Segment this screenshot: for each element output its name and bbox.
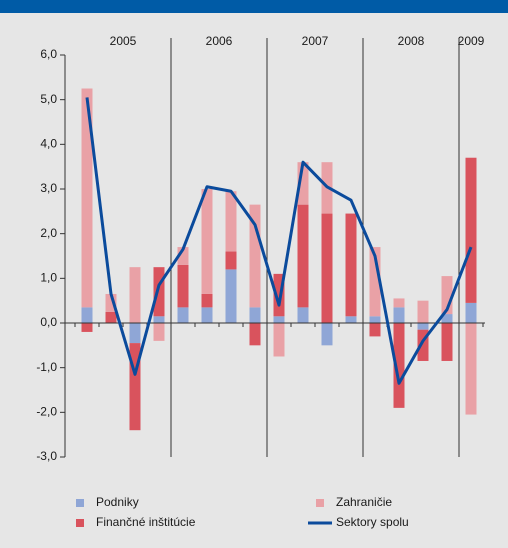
bar: [465, 323, 477, 415]
bar: [297, 162, 309, 205]
bar: [297, 204, 309, 308]
bar: [273, 323, 285, 357]
bar: [321, 323, 333, 346]
bar: [273, 273, 285, 317]
bar: [369, 316, 381, 323]
bar: [249, 204, 261, 308]
legend-swatch: [316, 499, 324, 507]
bar: [81, 88, 93, 308]
legend-swatch: [76, 519, 84, 527]
bar: [105, 311, 117, 323]
header-bar: [0, 0, 508, 13]
bar: [393, 307, 405, 323]
bar: [465, 302, 477, 323]
bar: [345, 316, 357, 323]
bar: [177, 307, 189, 323]
bar: [465, 157, 477, 303]
bar: [417, 300, 429, 323]
y-tick-label: 6,0: [40, 47, 57, 61]
bar: [441, 323, 453, 361]
bar: [369, 323, 381, 337]
legend-label: Podniky: [96, 495, 139, 509]
bar: [345, 213, 357, 317]
bar: [129, 343, 141, 431]
bar: [177, 264, 189, 308]
legend-label: Zahraničie: [336, 495, 392, 509]
bar: [321, 213, 333, 323]
line: [85, 97, 473, 385]
bar: [201, 189, 213, 294]
bar: [273, 316, 285, 323]
y-tick-label: -1,0: [36, 360, 57, 374]
bar: [393, 323, 405, 408]
bar: [393, 298, 405, 308]
bar: [441, 314, 453, 323]
bar: [177, 247, 189, 265]
y-tick-label: 2,0: [40, 226, 57, 240]
bar: [153, 316, 165, 323]
bar: [369, 247, 381, 317]
bar: [417, 329, 429, 361]
legend-label: Finančné inštitúcie: [96, 515, 196, 529]
y-tick-label: -3,0: [36, 449, 57, 463]
bar: [129, 323, 141, 344]
legend-label: Sektory spolu: [336, 515, 409, 529]
bar: [201, 307, 213, 323]
bar: [153, 323, 165, 341]
bar: [81, 307, 93, 323]
bar: [105, 293, 117, 312]
bar: [225, 269, 237, 323]
y-tick-label: 5,0: [40, 92, 57, 106]
bar: [249, 323, 261, 346]
legend-swatch: [76, 499, 84, 507]
bar: [129, 267, 141, 323]
year-label: 2006: [206, 34, 233, 48]
y-tick-label: -2,0: [36, 405, 57, 419]
bar: [81, 323, 93, 332]
bar: [201, 293, 213, 308]
y-tick-label: 0,0: [40, 315, 57, 329]
year-label: 2005: [110, 34, 137, 48]
bar: [153, 267, 165, 317]
bar: [441, 276, 453, 315]
bar: [417, 323, 429, 330]
bar: [249, 307, 261, 323]
y-tick-label: 3,0: [40, 181, 57, 195]
bar: [297, 307, 309, 323]
bar: [225, 251, 237, 270]
year-label: 2008: [398, 34, 425, 48]
year-label: 2009: [458, 34, 485, 48]
bar: [225, 191, 237, 252]
year-label: 2007: [302, 34, 329, 48]
y-tick-label: 1,0: [40, 271, 57, 285]
y-tick-label: 4,0: [40, 137, 57, 151]
